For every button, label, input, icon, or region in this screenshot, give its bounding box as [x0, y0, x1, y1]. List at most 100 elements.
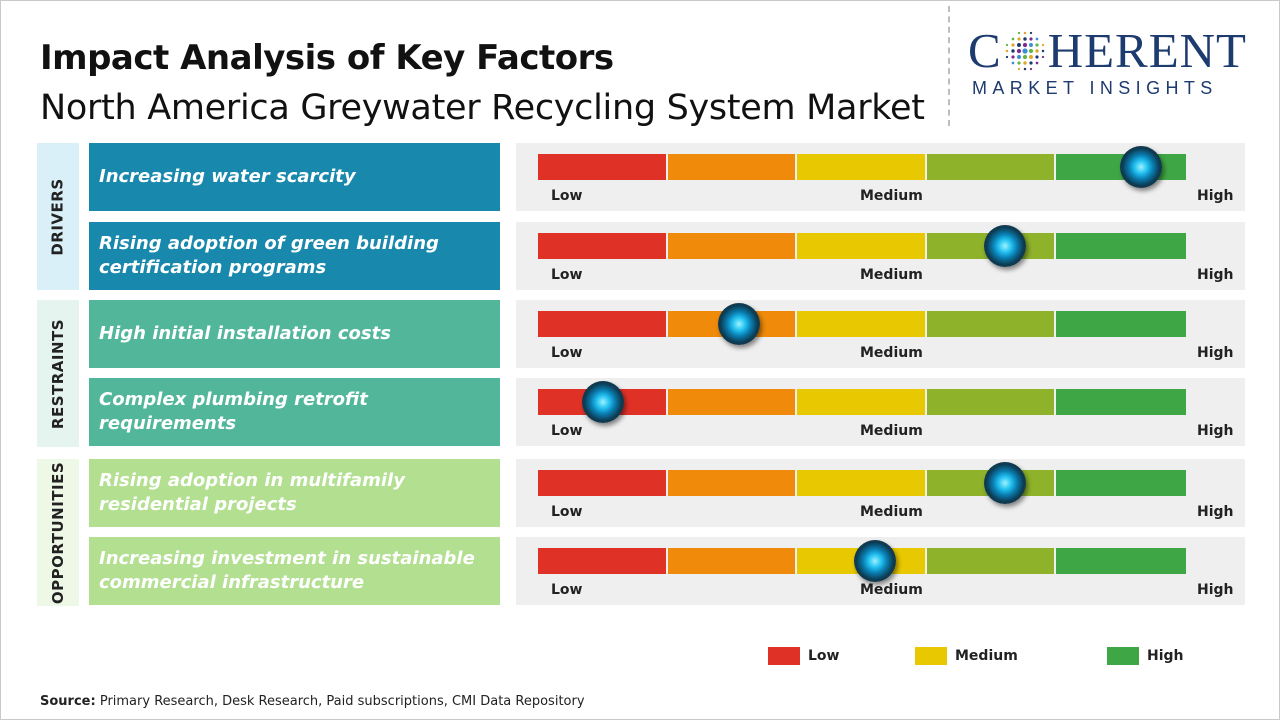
- scale-label-low: Low: [551, 345, 583, 361]
- logo-wordmark: C HERENT: [968, 26, 1263, 76]
- logo-dot: [1022, 61, 1027, 65]
- gauge-segment-1: [538, 233, 668, 259]
- scale-label-medium: Medium: [860, 423, 923, 439]
- gauge-segment-2: [667, 548, 798, 574]
- logo-dot: [1017, 31, 1020, 35]
- scale-label-medium: Medium: [860, 267, 923, 283]
- gauge-segment-5: [1056, 470, 1186, 496]
- factor-label: Rising adoption in multifamily residenti…: [89, 459, 500, 527]
- category-band-drivers: DRIVERS: [37, 143, 79, 290]
- legend-label-medium: Medium: [955, 648, 1018, 664]
- logo-dot: [1011, 55, 1015, 59]
- logo-letter-c: C: [968, 23, 1002, 78]
- logo-dot: [1035, 55, 1039, 59]
- gauge-segment-1: [538, 470, 668, 496]
- header-divider: [948, 6, 950, 126]
- impact-gauge: Low Medium High: [516, 378, 1245, 446]
- legend-item-medium: Medium: [915, 647, 1018, 665]
- gauge-segment-2: [667, 470, 798, 496]
- scale-label-medium: Medium: [860, 582, 923, 598]
- scale-label-low: Low: [551, 423, 583, 439]
- impact-gauge: Low Medium High: [516, 143, 1245, 211]
- logo-dot: [1005, 49, 1008, 53]
- logo-dot: [1029, 37, 1033, 41]
- gauge-scale-bar: [538, 548, 1186, 574]
- logo-dot: [1034, 49, 1039, 53]
- logo-dot: [1041, 55, 1044, 59]
- factor-label: Rising adoption of green building certif…: [89, 222, 500, 290]
- logo-dot-grid-icon: [1005, 31, 1044, 71]
- impact-marker: [983, 225, 1026, 267]
- logo-dot: [1022, 48, 1028, 54]
- source-label: Source:: [40, 694, 96, 709]
- impact-marker: [853, 540, 896, 582]
- logo-dot: [1023, 67, 1026, 71]
- scale-label-high: High: [1197, 582, 1234, 598]
- logo-dot: [1041, 43, 1044, 47]
- gauge-segment-4: [926, 311, 1057, 337]
- factor-label: Increasing investment in sustainable com…: [89, 537, 500, 605]
- impact-marker: [717, 303, 760, 345]
- logo-dot: [1011, 61, 1015, 65]
- logo-dot: [1028, 55, 1033, 59]
- gauge-segment-1: [538, 154, 668, 180]
- impact-marker: [1119, 146, 1162, 188]
- gauge-segment-4: [926, 548, 1057, 574]
- company-logo: C HERENT MARKET INSIGHTS: [968, 26, 1263, 106]
- gauge-segment-3: [797, 311, 927, 337]
- source-text: Primary Research, Desk Research, Paid su…: [99, 694, 585, 709]
- gauge-segment-3: [797, 154, 927, 180]
- scale-label-high: High: [1197, 267, 1234, 283]
- gauge-segment-4: [926, 389, 1057, 415]
- logo-dot: [1016, 43, 1021, 47]
- logo-dot: [1028, 48, 1033, 54]
- legend-label-low: Low: [808, 648, 840, 664]
- scale-label-high: High: [1197, 504, 1234, 520]
- factor-label: Complex plumbing retrofit requirements: [89, 378, 500, 446]
- logo-dot: [1035, 61, 1039, 65]
- impact-gauge: Low Medium High: [516, 459, 1245, 527]
- scale-label-low: Low: [551, 188, 583, 204]
- legend-item-low: Low: [768, 647, 839, 665]
- impact-gauge: Low Medium High: [516, 537, 1245, 605]
- gauge-segment-5: [1056, 548, 1186, 574]
- scale-label-high: High: [1197, 188, 1234, 204]
- logo-dot: [1016, 55, 1021, 59]
- legend: Low Medium High: [0, 647, 1280, 667]
- scale-label-high: High: [1197, 423, 1234, 439]
- category-label-restraints: RESTRAINTS: [49, 318, 68, 429]
- gauge-segment-5: [1056, 389, 1186, 415]
- logo-dot: [1041, 49, 1044, 53]
- legend-label-high: High: [1147, 648, 1184, 664]
- impact-marker: [581, 381, 624, 423]
- scale-label-medium: Medium: [860, 188, 923, 204]
- logo-dot: [1022, 54, 1027, 60]
- gauge-segment-3: [797, 470, 927, 496]
- scale-label-high: High: [1197, 345, 1234, 361]
- logo-dot: [1028, 43, 1033, 47]
- factor-label: Increasing water scarcity: [89, 143, 500, 211]
- scale-label-medium: Medium: [860, 504, 923, 520]
- impact-gauge: Low Medium High: [516, 222, 1245, 290]
- gauge-scale-bar: [538, 311, 1186, 337]
- logo-dot: [1035, 37, 1039, 41]
- gauge-segment-1: [538, 548, 668, 574]
- logo-dot: [1029, 61, 1033, 65]
- logo-dot: [1011, 37, 1015, 41]
- logo-dot: [1022, 37, 1027, 41]
- logo-dot: [1029, 31, 1032, 35]
- scale-label-low: Low: [551, 267, 583, 283]
- page-title: Impact Analysis of Key Factors: [40, 38, 614, 78]
- legend-item-high: High: [1107, 647, 1184, 665]
- legend-swatch-high: [1107, 647, 1139, 665]
- logo-dot: [1017, 37, 1021, 41]
- gauge-segment-3: [797, 233, 927, 259]
- gauge-segment-1: [538, 311, 668, 337]
- source-note: Source: Primary Research, Desk Research,…: [40, 694, 585, 709]
- category-label-drivers: DRIVERS: [49, 177, 68, 256]
- legend-swatch-low: [768, 647, 800, 665]
- gauge-segment-2: [667, 389, 798, 415]
- category-band-restraints: RESTRAINTS: [37, 300, 79, 447]
- gauge-scale-bar: [538, 389, 1186, 415]
- logo-dot: [1023, 31, 1026, 35]
